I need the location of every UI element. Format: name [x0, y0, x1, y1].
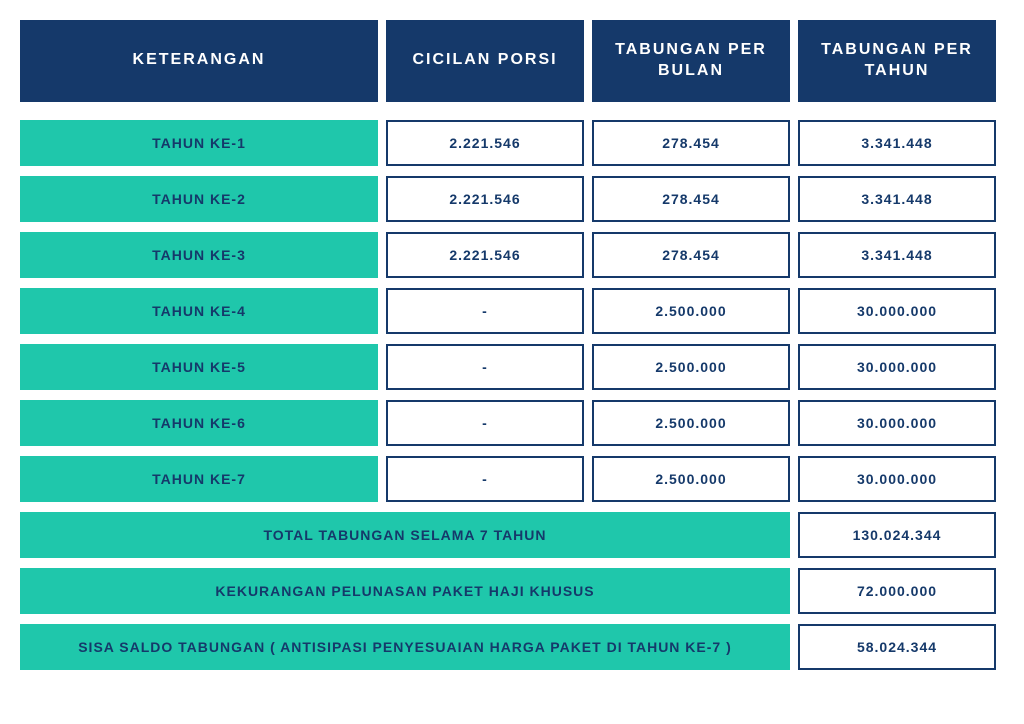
row-cicilan: 2.221.546 — [386, 120, 584, 166]
row-per_bulan: 2.500.000 — [592, 288, 790, 334]
rows-container: TAHUN KE-12.221.546278.4543.341.448TAHUN… — [20, 120, 1004, 502]
row-label: TAHUN KE-2 — [20, 176, 378, 222]
summary-label: TOTAL TABUNGAN SELAMA 7 TAHUN — [20, 512, 790, 558]
savings-table: KETERANGAN CICILAN PORSI TABUNGAN PER BU… — [20, 20, 1004, 670]
row-per_bulan: 278.454 — [592, 120, 790, 166]
row-label: TAHUN KE-4 — [20, 288, 378, 334]
table-row: TAHUN KE-7-2.500.00030.000.000 — [20, 456, 1004, 502]
header-tabungan-bulan: TABUNGAN PER BULAN — [592, 20, 790, 102]
summary-value: 72.000.000 — [798, 568, 996, 614]
table-row: TAHUN KE-22.221.546278.4543.341.448 — [20, 176, 1004, 222]
summary-row: KEKURANGAN PELUNASAN PAKET HAJI KHUSUS72… — [20, 568, 1004, 614]
row-label: TAHUN KE-3 — [20, 232, 378, 278]
row-per_tahun: 30.000.000 — [798, 344, 996, 390]
row-label: TAHUN KE-1 — [20, 120, 378, 166]
header-row: KETERANGAN CICILAN PORSI TABUNGAN PER BU… — [20, 20, 1004, 102]
table-row: TAHUN KE-5-2.500.00030.000.000 — [20, 344, 1004, 390]
row-cicilan: 2.221.546 — [386, 176, 584, 222]
row-label: TAHUN KE-5 — [20, 344, 378, 390]
summaries-container: TOTAL TABUNGAN SELAMA 7 TAHUN130.024.344… — [20, 512, 1004, 670]
row-per_bulan: 2.500.000 — [592, 344, 790, 390]
summary-label: KEKURANGAN PELUNASAN PAKET HAJI KHUSUS — [20, 568, 790, 614]
row-per_bulan: 2.500.000 — [592, 456, 790, 502]
summary-row: TOTAL TABUNGAN SELAMA 7 TAHUN130.024.344 — [20, 512, 1004, 558]
row-label: TAHUN KE-7 — [20, 456, 378, 502]
row-per_bulan: 278.454 — [592, 232, 790, 278]
table-row: TAHUN KE-12.221.546278.4543.341.448 — [20, 120, 1004, 166]
row-per_tahun: 3.341.448 — [798, 232, 996, 278]
row-per_bulan: 2.500.000 — [592, 400, 790, 446]
summary-row: SISA SALDO TABUNGAN ( ANTISIPASI PENYESU… — [20, 624, 1004, 670]
table-row: TAHUN KE-6-2.500.00030.000.000 — [20, 400, 1004, 446]
row-per_tahun: 3.341.448 — [798, 120, 996, 166]
row-cicilan: - — [386, 344, 584, 390]
table-row: TAHUN KE-4-2.500.00030.000.000 — [20, 288, 1004, 334]
row-per_bulan: 278.454 — [592, 176, 790, 222]
summary-value: 58.024.344 — [798, 624, 996, 670]
summary-label: SISA SALDO TABUNGAN ( ANTISIPASI PENYESU… — [20, 624, 790, 670]
row-per_tahun: 30.000.000 — [798, 288, 996, 334]
header-tabungan-tahun: TABUNGAN PER TAHUN — [798, 20, 996, 102]
row-per_tahun: 30.000.000 — [798, 456, 996, 502]
row-per_tahun: 3.341.448 — [798, 176, 996, 222]
row-per_tahun: 30.000.000 — [798, 400, 996, 446]
header-cicilan: CICILAN PORSI — [386, 20, 584, 102]
row-label: TAHUN KE-6 — [20, 400, 378, 446]
row-cicilan: - — [386, 400, 584, 446]
table-row: TAHUN KE-32.221.546278.4543.341.448 — [20, 232, 1004, 278]
row-cicilan: - — [386, 456, 584, 502]
row-cicilan: - — [386, 288, 584, 334]
row-cicilan: 2.221.546 — [386, 232, 584, 278]
summary-value: 130.024.344 — [798, 512, 996, 558]
header-keterangan: KETERANGAN — [20, 20, 378, 102]
